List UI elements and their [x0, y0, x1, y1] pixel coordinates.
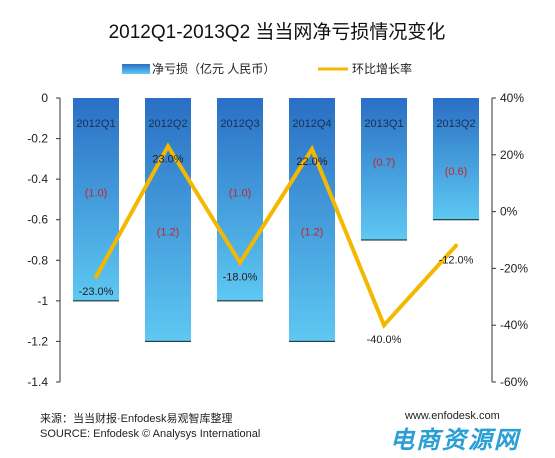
category-label: 2012Q1 — [76, 118, 115, 130]
category-label: 2012Q3 — [220, 118, 259, 130]
growth-data-label: 23.0% — [152, 153, 183, 165]
bar — [73, 98, 119, 301]
watermark-logo: 电商资源网 — [390, 427, 520, 454]
growth-point — [454, 243, 458, 248]
legend-line-label: 环比增长率 — [352, 61, 412, 76]
growth-point — [238, 260, 242, 265]
bar-data-label: (1.0) — [229, 187, 252, 199]
bar-data-label: (0.7) — [373, 157, 396, 169]
left-tick-label: -1.4 — [27, 375, 48, 389]
chart-title: 2012Q1-2013Q2 当当网净亏损情况变化 — [109, 21, 446, 43]
source-cn: 来源：当当财报·Enfodesk易观智库整理 — [40, 413, 233, 425]
right-tick-label: -60% — [500, 375, 528, 389]
right-tick-label: 0% — [500, 205, 518, 219]
growth-point — [382, 323, 386, 328]
right-tick-label: 40% — [500, 91, 524, 105]
growth-point — [166, 144, 170, 149]
source-en: SOURCE: Enfodesk © Analysys Internationa… — [40, 428, 261, 440]
growth-data-label: -12.0% — [439, 255, 474, 267]
left-tick-label: -1 — [37, 294, 48, 308]
left-tick-label: -0.8 — [27, 253, 48, 267]
legend: 净亏损（亿元 人民币） 环比增长率 — [122, 61, 412, 76]
growth-data-label: -18.0% — [223, 272, 258, 284]
category-label: 2013Q1 — [364, 118, 403, 130]
bar — [145, 98, 191, 342]
left-tick-label: -0.4 — [27, 172, 48, 186]
legend-bar-swatch — [122, 64, 150, 74]
legend-bar-label: 净亏损（亿元 人民币） — [152, 61, 275, 76]
category-label: 2012Q2 — [148, 118, 187, 130]
bar — [289, 98, 335, 342]
category-label: 2012Q4 — [292, 118, 331, 130]
growth-data-label: -23.0% — [79, 286, 114, 298]
right-tick-label: -40% — [500, 318, 528, 332]
right-tick-label: 20% — [500, 148, 524, 162]
growth-data-label: -40.0% — [367, 334, 402, 346]
left-tick-label: -0.2 — [27, 132, 48, 146]
growth-point — [94, 274, 98, 279]
bar-data-label: (1.0) — [85, 187, 108, 199]
left-tick-label: -1.2 — [27, 334, 48, 348]
right-tick-label: -20% — [500, 261, 528, 275]
bar-data-label: (0.6) — [445, 166, 468, 178]
bar — [361, 98, 407, 240]
bar-data-label: (1.2) — [301, 227, 324, 239]
growth-data-label: 22.0% — [296, 156, 327, 168]
bar — [433, 98, 479, 220]
growth-point — [310, 147, 314, 152]
site-url: www.enfodesk.com — [405, 410, 500, 422]
left-tick-label: 0 — [41, 91, 48, 105]
growth-line — [94, 142, 458, 329]
bar-data-label: (1.2) — [157, 227, 180, 239]
left-tick-label: -0.6 — [27, 213, 48, 227]
plot-area: 0 -0.2 -0.4 -0.6 -0.8 -1 -1.2 -1.4 40% 20% 0% -20% -… — [27, 91, 528, 389]
bar — [217, 98, 263, 301]
category-label: 2013Q2 — [436, 118, 475, 130]
